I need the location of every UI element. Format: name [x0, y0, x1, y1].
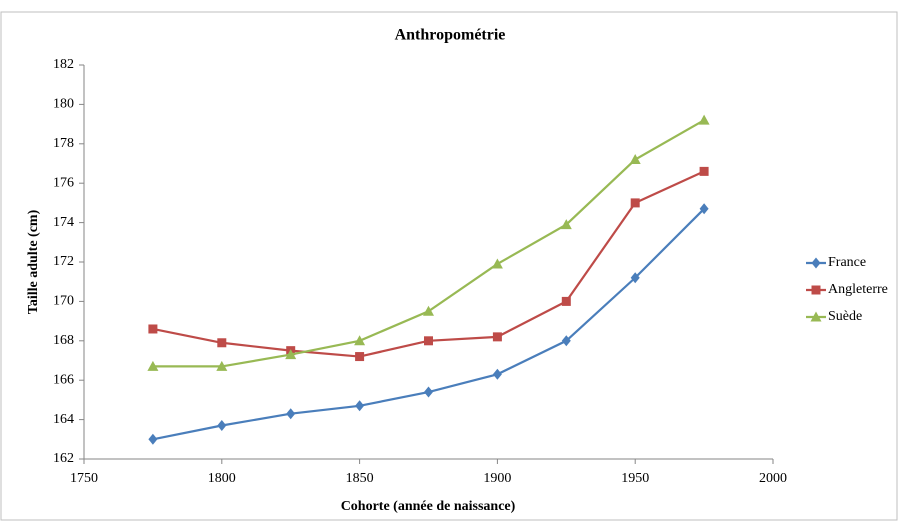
legend-label: Suède	[828, 309, 862, 324]
legend-label: France	[828, 255, 866, 270]
marker	[355, 400, 365, 412]
marker	[285, 349, 297, 360]
legend-marker	[811, 285, 821, 295]
marker	[217, 338, 227, 348]
marker	[699, 203, 709, 215]
x-tick-label: 1900	[483, 471, 511, 486]
legend-marker	[810, 311, 822, 322]
marker	[424, 336, 433, 346]
y-tick-label: 174	[53, 215, 74, 230]
x-tick-label: 1800	[208, 471, 236, 486]
chart-title: Anthropométrie	[395, 27, 506, 44]
marker	[355, 352, 365, 362]
y-axis-title: Taille adulte (cm)	[26, 209, 41, 314]
legend-label: Angleterre	[828, 282, 888, 297]
marker	[492, 332, 502, 342]
series-line	[152, 119, 705, 368]
marker	[560, 219, 572, 230]
x-tick-label: 2000	[759, 471, 787, 486]
marker	[629, 154, 641, 165]
y-tick-label: 166	[53, 372, 74, 387]
marker	[492, 368, 502, 380]
marker	[423, 305, 434, 316]
marker	[354, 335, 366, 346]
x-tick-label: 1750	[70, 471, 98, 486]
marker	[630, 272, 640, 284]
series-line	[152, 208, 705, 441]
marker	[424, 386, 433, 398]
marker	[630, 198, 640, 208]
y-tick-label: 176	[53, 175, 74, 190]
marker	[148, 324, 158, 334]
marker	[491, 258, 503, 269]
legend-marker	[811, 257, 821, 269]
marker	[286, 408, 296, 420]
y-tick-label: 168	[53, 333, 74, 348]
marker	[216, 360, 228, 371]
y-tick-label: 182	[53, 57, 74, 72]
y-tick-label: 164	[53, 412, 74, 427]
chart-border	[0, 11, 898, 521]
x-tick-label: 1850	[346, 471, 374, 486]
y-tick-label: 172	[53, 254, 74, 269]
marker	[147, 360, 159, 371]
y-tick-label: 162	[53, 451, 74, 466]
marker	[561, 335, 571, 347]
marker	[561, 296, 571, 306]
series-line	[152, 170, 705, 358]
y-tick-label: 180	[53, 97, 74, 112]
marker	[699, 166, 709, 176]
x-tick-label: 1950	[621, 471, 649, 486]
y-tick-label: 178	[53, 136, 74, 151]
marker	[698, 114, 710, 125]
x-axis-title: Cohorte (année de naissance)	[341, 499, 516, 514]
y-tick-label: 170	[53, 294, 74, 309]
marker	[217, 420, 227, 432]
marker	[148, 433, 158, 445]
